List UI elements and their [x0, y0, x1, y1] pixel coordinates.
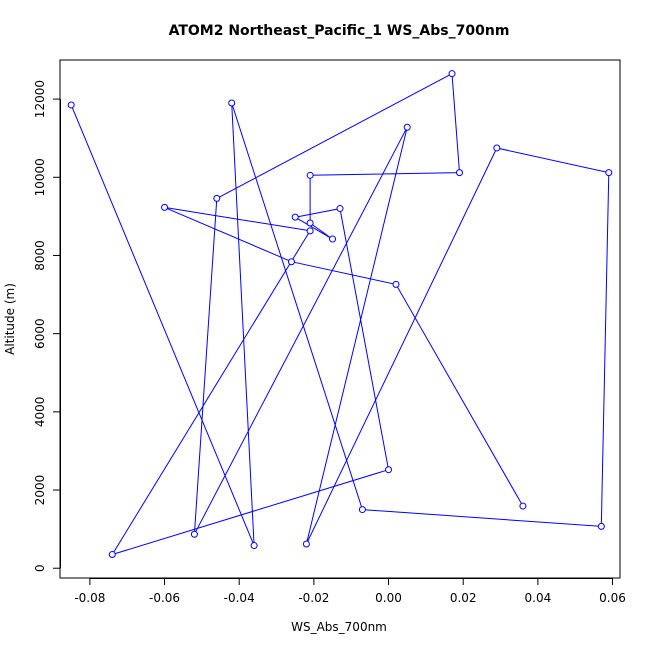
data-point	[287, 258, 295, 266]
y-tick-label: 12000	[33, 80, 47, 118]
y-tick-label: 4000	[33, 397, 47, 428]
data-point	[213, 194, 221, 202]
y-axis-label: Altitude (m)	[3, 283, 17, 355]
x-tick-label: 0.02	[450, 591, 477, 605]
data-point	[190, 530, 198, 538]
x-axis: -0.08 -0.06 -0.04 -0.02 0.00 0.02 0.04 0.06	[74, 578, 626, 605]
series-line	[70, 72, 610, 556]
data-point	[306, 227, 314, 235]
y-tick-label: 2000	[33, 475, 47, 506]
data-point	[403, 123, 411, 131]
y-tick-label: 10000	[33, 158, 47, 196]
data-point	[306, 219, 314, 227]
plot-frame	[59, 59, 621, 579]
x-axis-label: WS_Abs_700nm	[291, 620, 387, 634]
x-tick-label: -0.08	[74, 591, 105, 605]
y-tick-label: 8000	[33, 240, 47, 271]
y-tick-label: 6000	[33, 318, 47, 349]
data-point	[67, 101, 75, 109]
data-point	[392, 280, 400, 288]
data-point	[336, 205, 344, 213]
y-axis: 0 2000 4000 6000 8000 10000 12000	[33, 80, 61, 572]
data-point	[302, 540, 310, 548]
x-tick-label: 0.06	[599, 591, 626, 605]
data-point	[605, 169, 613, 177]
data-point	[455, 169, 463, 177]
x-tick-label: -0.04	[224, 591, 255, 605]
data-point	[358, 506, 366, 514]
x-tick-label: -0.06	[149, 591, 180, 605]
data-point	[228, 99, 236, 107]
chart-title: ATOM2 Northeast_Pacific_1 WS_Abs_700nm	[169, 23, 510, 39]
x-tick-label: 0.04	[525, 591, 552, 605]
y-tick-label: 0	[33, 564, 47, 572]
data-point	[448, 70, 456, 78]
data-point	[597, 522, 605, 530]
data-point	[108, 551, 116, 559]
x-tick-label: -0.02	[298, 591, 329, 605]
data-point	[250, 542, 258, 550]
data-point	[291, 213, 299, 221]
data-point	[306, 171, 314, 179]
data-point	[161, 203, 169, 211]
series-layer	[67, 70, 613, 559]
data-point	[329, 235, 337, 243]
x-tick-label: 0.00	[375, 591, 402, 605]
data-point	[519, 502, 527, 510]
data-point	[493, 144, 501, 152]
data-point	[385, 466, 393, 474]
